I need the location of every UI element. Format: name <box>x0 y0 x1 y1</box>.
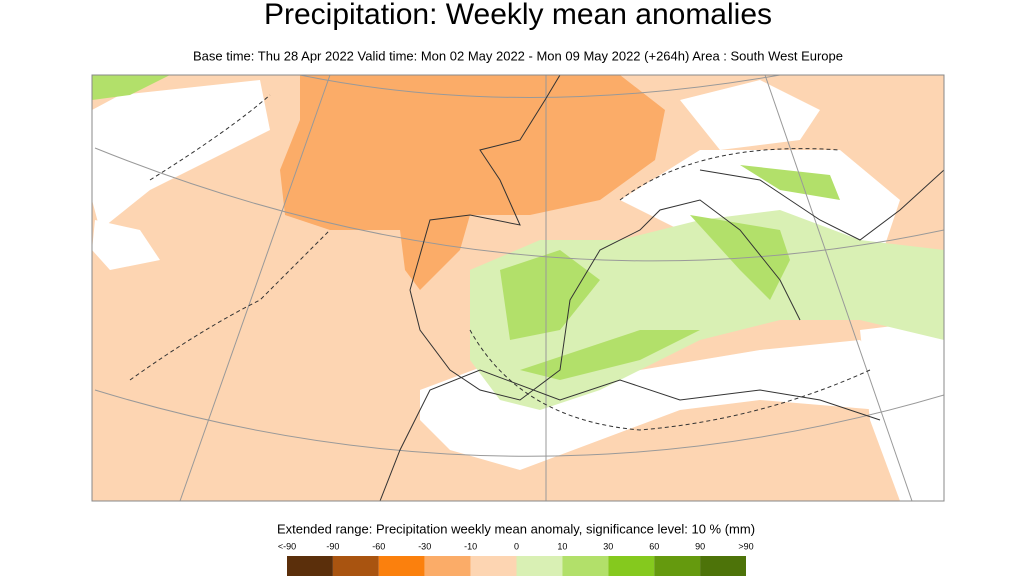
colorbar-label: >90 <box>738 541 753 551</box>
colorbar-label: <-90 <box>278 541 296 551</box>
colorbar: <-90 -90 -60 -30 -10 0 10 30 60 90 >90 <box>278 541 754 576</box>
colorbar-label: 90 <box>695 541 705 551</box>
map <box>92 75 944 501</box>
colorbar-swatch <box>470 556 517 576</box>
colorbar-swatch <box>287 556 333 576</box>
colorbar-swatch <box>562 556 609 576</box>
dry-area <box>280 75 665 290</box>
legend-title: Extended range: Precipitation weekly mea… <box>277 521 755 536</box>
colorbar-label: -10 <box>464 541 477 551</box>
colorbar-label: -90 <box>326 541 339 551</box>
subtitle: Base time: Thu 28 Apr 2022 Valid time: M… <box>193 48 843 63</box>
colorbar-swatch <box>700 556 746 576</box>
colorbar-swatch <box>516 556 563 576</box>
wetter-areas <box>92 75 840 380</box>
colorbar-label: 10 <box>557 541 567 551</box>
coastlines <box>129 75 944 501</box>
colorbar-swatch <box>654 556 701 576</box>
colorbar-label: -60 <box>372 541 385 551</box>
colorbar-label: 0 <box>514 541 519 551</box>
colorbar-swatch <box>608 556 655 576</box>
colorbar-swatch <box>378 556 425 576</box>
map-frame <box>91 74 945 502</box>
colorbar-label: 30 <box>603 541 613 551</box>
graticule <box>94 75 944 501</box>
colorbar-label: -30 <box>418 541 431 551</box>
colorbar-label: 60 <box>649 541 659 551</box>
title: Precipitation: Weekly mean anomalies <box>264 0 772 31</box>
colorbar-swatch <box>424 556 471 576</box>
colorbar-swatch <box>332 556 379 576</box>
